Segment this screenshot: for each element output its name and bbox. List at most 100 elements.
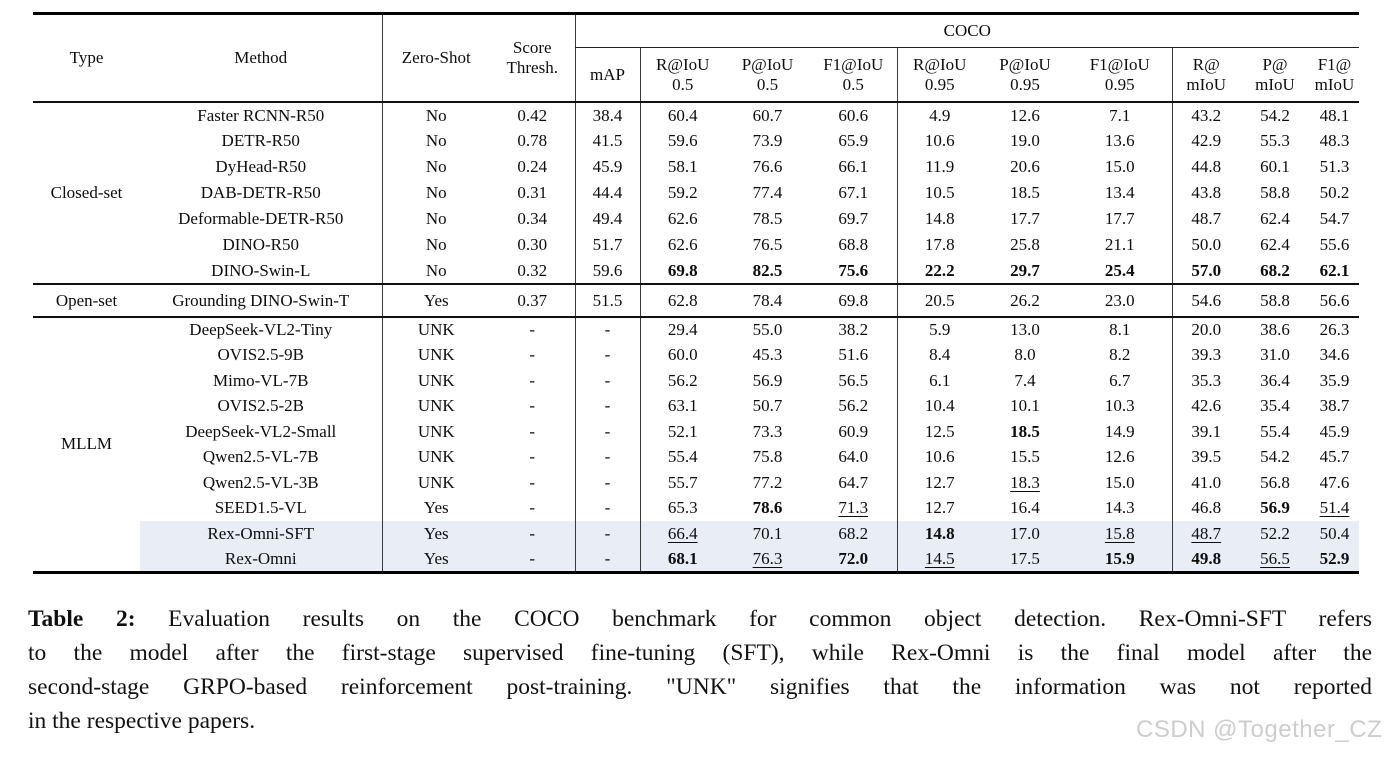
best-value: 25.4: [1104, 260, 1135, 280]
col-header-coco: COCO: [574, 13, 1359, 48]
value-cell: 0.32: [517, 260, 548, 280]
col-header-r-iou-05: R@IoU 0.5: [639, 47, 725, 102]
value-cell: 45.7: [1319, 447, 1350, 467]
value-cell: 48.3: [1319, 131, 1350, 150]
best-value: 56.9: [1260, 498, 1290, 518]
method-cell: Faster RCNN-R50: [197, 105, 325, 125]
value-cell: 72.0: [810, 547, 897, 573]
value-cell: -: [529, 498, 536, 518]
value-cell: 58.1: [639, 154, 725, 180]
value-cell: 49.4: [574, 206, 640, 232]
value-cell: 62.4: [1260, 235, 1290, 254]
value-cell: 56.5: [838, 370, 869, 390]
value-cell: 78.5: [752, 209, 783, 228]
value-cell: 7.1: [1109, 105, 1131, 125]
value-cell: No: [381, 180, 490, 206]
value-cell: No: [381, 232, 490, 258]
watermark: CSDN @Together_CZ: [1136, 716, 1383, 743]
group-type-label: Closed-set: [50, 183, 123, 202]
value-cell: 8.1: [1109, 320, 1131, 340]
method-cell: OVIS2.5-2B: [217, 396, 304, 416]
value-cell: 51.6: [838, 345, 869, 365]
table-row: DyHead-R50 No 0.24 45.9 58.1 76.6 66.1 11.9 20.6…: [33, 154, 1359, 180]
value-cell: 20.0: [1171, 317, 1240, 343]
best-value: 52.9: [1319, 548, 1350, 568]
method-cell: Rex-Omni-SFT: [207, 523, 315, 543]
value-cell: 35.9: [1319, 370, 1350, 390]
second-best-value: 56.5: [1260, 548, 1290, 568]
value-cell: 48.7: [1171, 521, 1240, 547]
method-cell: Rex-Omni: [224, 548, 297, 568]
col-header-p-iou-05: P@IoU 0.5: [741, 54, 794, 94]
caption-line: in the respective papers.: [28, 708, 256, 734]
value-cell: Yes: [381, 495, 490, 521]
value-cell: 18.5: [982, 419, 1068, 445]
best-value: 69.8: [667, 260, 698, 280]
value-cell: 25.4: [1068, 258, 1172, 284]
value-cell: 14.9: [1104, 421, 1135, 441]
method-cell: DAB-DETR-R50: [200, 183, 321, 202]
value-cell: 14.3: [1104, 498, 1135, 518]
value-cell: 44.4: [574, 180, 640, 206]
value-cell: 55.6: [1319, 235, 1350, 254]
col-header-f1-miou: F1@ mIoU: [1314, 54, 1355, 94]
table-row: Rex-Omni-SFT Yes - - 66.4 70.1 68.2 14.8 17.0 15.…: [33, 521, 1359, 547]
value-cell: 10.1: [1010, 396, 1040, 416]
value-cell: 66.1: [838, 157, 869, 176]
best-value: 29.7: [1010, 260, 1040, 280]
col-header-r-iou-095: R@IoU 0.95: [896, 47, 982, 102]
value-cell: 55.4: [639, 444, 725, 470]
score-thresh-line2: Thresh.: [506, 58, 558, 77]
value-cell: 69.8: [639, 258, 725, 284]
method-cell: DeepSeek-VL2-Tiny: [189, 320, 333, 340]
value-cell: 0.78: [517, 131, 548, 150]
value-cell: 75.8: [752, 447, 783, 467]
value-cell: 56.2: [639, 368, 725, 394]
value-cell: 63.1: [639, 393, 725, 419]
value-cell: 54.2: [1260, 105, 1290, 125]
table-row: OVIS2.5-2B UNK - -63.1 50.7 56.2 10.4 10.1 10.3 4…: [33, 393, 1359, 419]
value-cell: 0.34: [517, 209, 548, 228]
value-cell: 16.4: [1010, 498, 1040, 518]
value-cell: -: [574, 368, 640, 394]
method-cell: Qwen2.5-VL-7B: [202, 447, 319, 467]
table-row: SEED1.5-VL Yes - -65.3 78.6 71.3 12.7 16.4 14.3 4…: [33, 495, 1359, 522]
table-row: DETR-R50 No 0.78 41.5 59.6 73.9 65.9 10.6 19.0 13…: [33, 128, 1359, 154]
method-cell: Grounding DINO-Swin-T: [172, 290, 350, 310]
value-cell: 56.9: [1240, 496, 1310, 522]
value-cell: 56.9: [752, 370, 783, 390]
value-cell: 59.6: [574, 258, 640, 284]
value-cell: 8.0: [1014, 345, 1036, 365]
method-cell: DINO-R50: [222, 235, 300, 254]
value-cell: 62.6: [639, 206, 725, 232]
value-cell: 60.4: [639, 102, 725, 128]
best-value: 78.6: [752, 498, 783, 518]
header-row-sub: mAP R@IoU 0.5 P@IoU 0.5 F1@IoU 0.5 R@IoU 0.9…: [33, 47, 1359, 102]
value-cell: 12.7: [896, 470, 982, 496]
value-cell: 12.6: [1010, 105, 1040, 125]
value-cell: -: [529, 548, 536, 568]
col-header-f1-iou-05: F1@IoU 0.5: [823, 54, 884, 94]
value-cell: 42.6: [1171, 393, 1240, 419]
value-cell: 23.0: [1104, 290, 1135, 310]
value-cell: 15.9: [1068, 547, 1172, 573]
value-cell: 45.9: [574, 154, 640, 180]
value-cell: UNK: [381, 368, 490, 394]
value-cell: -: [529, 370, 536, 390]
value-cell: 20.5: [896, 284, 982, 317]
value-cell: 62.8: [639, 284, 725, 317]
value-cell: 77.2: [752, 472, 783, 492]
value-cell: No: [381, 102, 490, 128]
value-cell: -: [529, 472, 536, 492]
table-row: MLLM DeepSeek-VL2-Tiny UNK - -29.4 55.0 38.2 5.…: [33, 317, 1359, 453]
method-cell: Qwen2.5-VL-3B: [202, 472, 319, 492]
value-cell: 39.3: [1171, 342, 1240, 368]
table-caption: Table 2: Evaluation results on the COCO …: [28, 602, 1372, 738]
table-row: Qwen2.5-VL-7B UNK - -55.4 75.8 64.0 10.6 15.5 12…: [33, 444, 1359, 470]
value-cell: 50.7: [752, 396, 783, 416]
value-cell: 8.4: [896, 342, 982, 368]
value-cell: 48.1: [1319, 105, 1350, 125]
method-cell: OVIS2.5-9B: [217, 345, 304, 365]
value-cell: 38.4: [574, 102, 640, 128]
value-cell: 38.6: [1260, 320, 1290, 340]
